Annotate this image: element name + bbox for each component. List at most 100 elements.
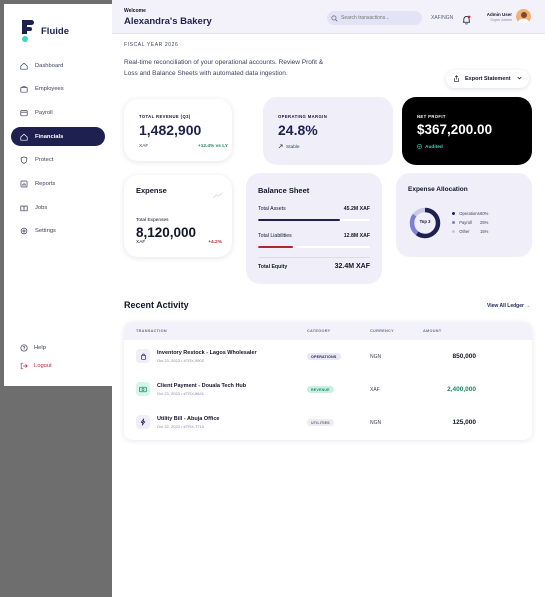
logout-button[interactable]: Logout [20,362,100,370]
export-label: Export Statement [465,76,511,82]
net-profit-value: $367,200.00 [417,122,493,137]
expense-allocation-card: Expense Allocation Top 3 Operations 60% … [396,173,532,257]
legend-item: Other 15% [452,229,488,234]
transaction-amount: 2,400,000 [447,386,476,393]
legend-name: Payroll [459,220,472,225]
legend-pct: 15% [480,229,489,234]
help-label: Help [34,345,46,351]
sidebar: Fluide Dashboard Employees Payroll Finan… [4,4,112,386]
export-icon [453,74,460,84]
category-badge: OPERATIONS [307,353,341,360]
jobs-icon [20,204,28,212]
transaction-currency: NGN [370,354,382,360]
bag-icon [136,349,150,363]
column-header: TRANSACTION [136,329,167,333]
search-input[interactable] [341,15,419,21]
sidebar-item-label: Financials [35,133,64,140]
transaction-amount: 850,000 [452,353,477,360]
margin-value: 24.8% [278,122,318,138]
revenue-card: TOTAL REVENUE (Q3) 1,482,900 XAF +12.4% … [124,99,232,161]
assets-bar [258,219,370,222]
users-icon [20,85,28,93]
export-statement-button[interactable]: Export Statement [446,70,529,88]
sidebar-item-label: Settings [35,228,56,235]
liabilities-bar [258,246,370,249]
assets-label: Total Assets [258,206,286,212]
donut-segment [409,207,441,239]
legend-dot [452,211,456,216]
equity-label: Total Equity [258,264,288,270]
sidebar-item-reports[interactable]: Reports [11,174,105,193]
revenue-change: +12.4% vs LY [197,144,228,149]
legend-pct: 25% [480,220,489,225]
table-row[interactable]: Utility Bill - Abuja Office Oct 22, 2023… [124,406,532,439]
search-bar[interactable] [327,11,422,25]
trend-icon [278,144,283,151]
allocation-title: Expense Allocation [408,186,468,193]
revenue-currency: XAF [139,144,149,149]
expense-change: +4.2% [208,240,222,245]
business-name: Alexandra's Bakery [124,16,212,27]
expense-value: 8,120,000 [136,225,197,240]
sidebar-item-protect[interactable]: Protect [11,151,105,170]
sidebar-item-payroll[interactable]: Payroll [11,103,105,122]
column-header: AMOUNT [423,329,442,333]
search-icon [331,9,338,27]
home-icon [20,62,28,70]
view-all-ledger-link[interactable]: View All Ledger → [487,303,531,309]
divider [258,257,370,258]
user-name: Admin User [486,12,512,17]
sidebar-item-settings[interactable]: Settings [11,222,105,241]
help-link[interactable]: Help [20,344,100,352]
balance-sheet-title: Balance Sheet [258,186,310,195]
sidebar-item-financials[interactable]: Financials [11,127,105,147]
table-header: TRANSACTION CATEGORY CURRENCY AMOUNT [124,322,532,340]
allocation-donut [409,207,441,239]
table-row[interactable]: Inventory Restock - Lagos Wholesaler Oct… [124,340,532,373]
legend-pct: 60% [480,211,489,216]
gear-icon [20,227,28,235]
operating-margin-card: OPERATING MARGIN 24.8% Stable [263,97,393,165]
transaction-name: Utility Bill - Abuja Office [157,416,220,422]
transaction-name: Inventory Restock - Lagos Wholesaler [157,350,257,356]
expense-title: Expense [136,186,167,195]
expense-trend-icon [213,185,223,203]
revenue-label: TOTAL REVENUE (Q3) [139,114,191,119]
liabilities-label: Total Liabilities [258,233,292,239]
currency-switch[interactable]: XAF/NGN [431,15,454,21]
equity-value: 32.4M XAF [334,263,370,270]
sidebar-item-employees[interactable]: Employees [11,80,105,99]
column-header: CATEGORY [307,329,331,333]
revenue-value: 1,482,900 [139,122,202,138]
net-profit-status: Audited [425,145,443,150]
sidebar-item-label: Payroll [35,109,53,116]
bell-icon[interactable] [462,12,471,30]
liabilities-value: 12.8M XAF [343,233,370,239]
brand-logo[interactable]: Fluide [22,20,69,42]
activity-table: TRANSACTION CATEGORY CURRENCY AMOUNT Inv… [124,322,532,440]
reports-icon [20,180,28,188]
page-description: Real-time reconciliation of your operati… [124,59,324,77]
avatar[interactable] [516,9,531,24]
table-row[interactable]: Client Payment - Douala Tech Hub Oct 23,… [124,373,532,406]
transaction-currency: XAF [370,387,380,393]
sidebar-nav: Dashboard Employees Payroll Financials P… [11,56,105,246]
welcome-label: Welcome [124,8,146,14]
sidebar-item-dashboard[interactable]: Dashboard [11,56,105,75]
transaction-meta: Oct 23, 2023 • #TRX-9902 [157,358,204,363]
assets-bar-fill [258,219,340,222]
transaction-meta: Oct 23, 2023 • #TRX-8841 [157,391,204,396]
legend-item: Payroll 25% [452,220,488,225]
bolt-icon [136,415,150,429]
category-badge: UTILITIES [307,419,334,426]
sidebar-item-jobs[interactable]: Jobs [11,198,105,217]
net-profit-card: NET PROFIT $367,200.00 Audited [402,97,532,165]
transaction-amount: 125,000 [452,419,477,426]
shield-icon [20,156,28,164]
sidebar-item-label: Jobs [35,204,48,211]
transaction-meta: Oct 22, 2023 • #TRX-7710 [157,424,204,429]
donut-segment [409,207,441,239]
main-content: Welcome Alexandra's Bakery XAF/NGN Admin… [112,0,545,597]
recent-activity-title: Recent Activity [124,300,189,310]
top-header: Welcome Alexandra's Bakery XAF/NGN Admin… [112,0,545,34]
